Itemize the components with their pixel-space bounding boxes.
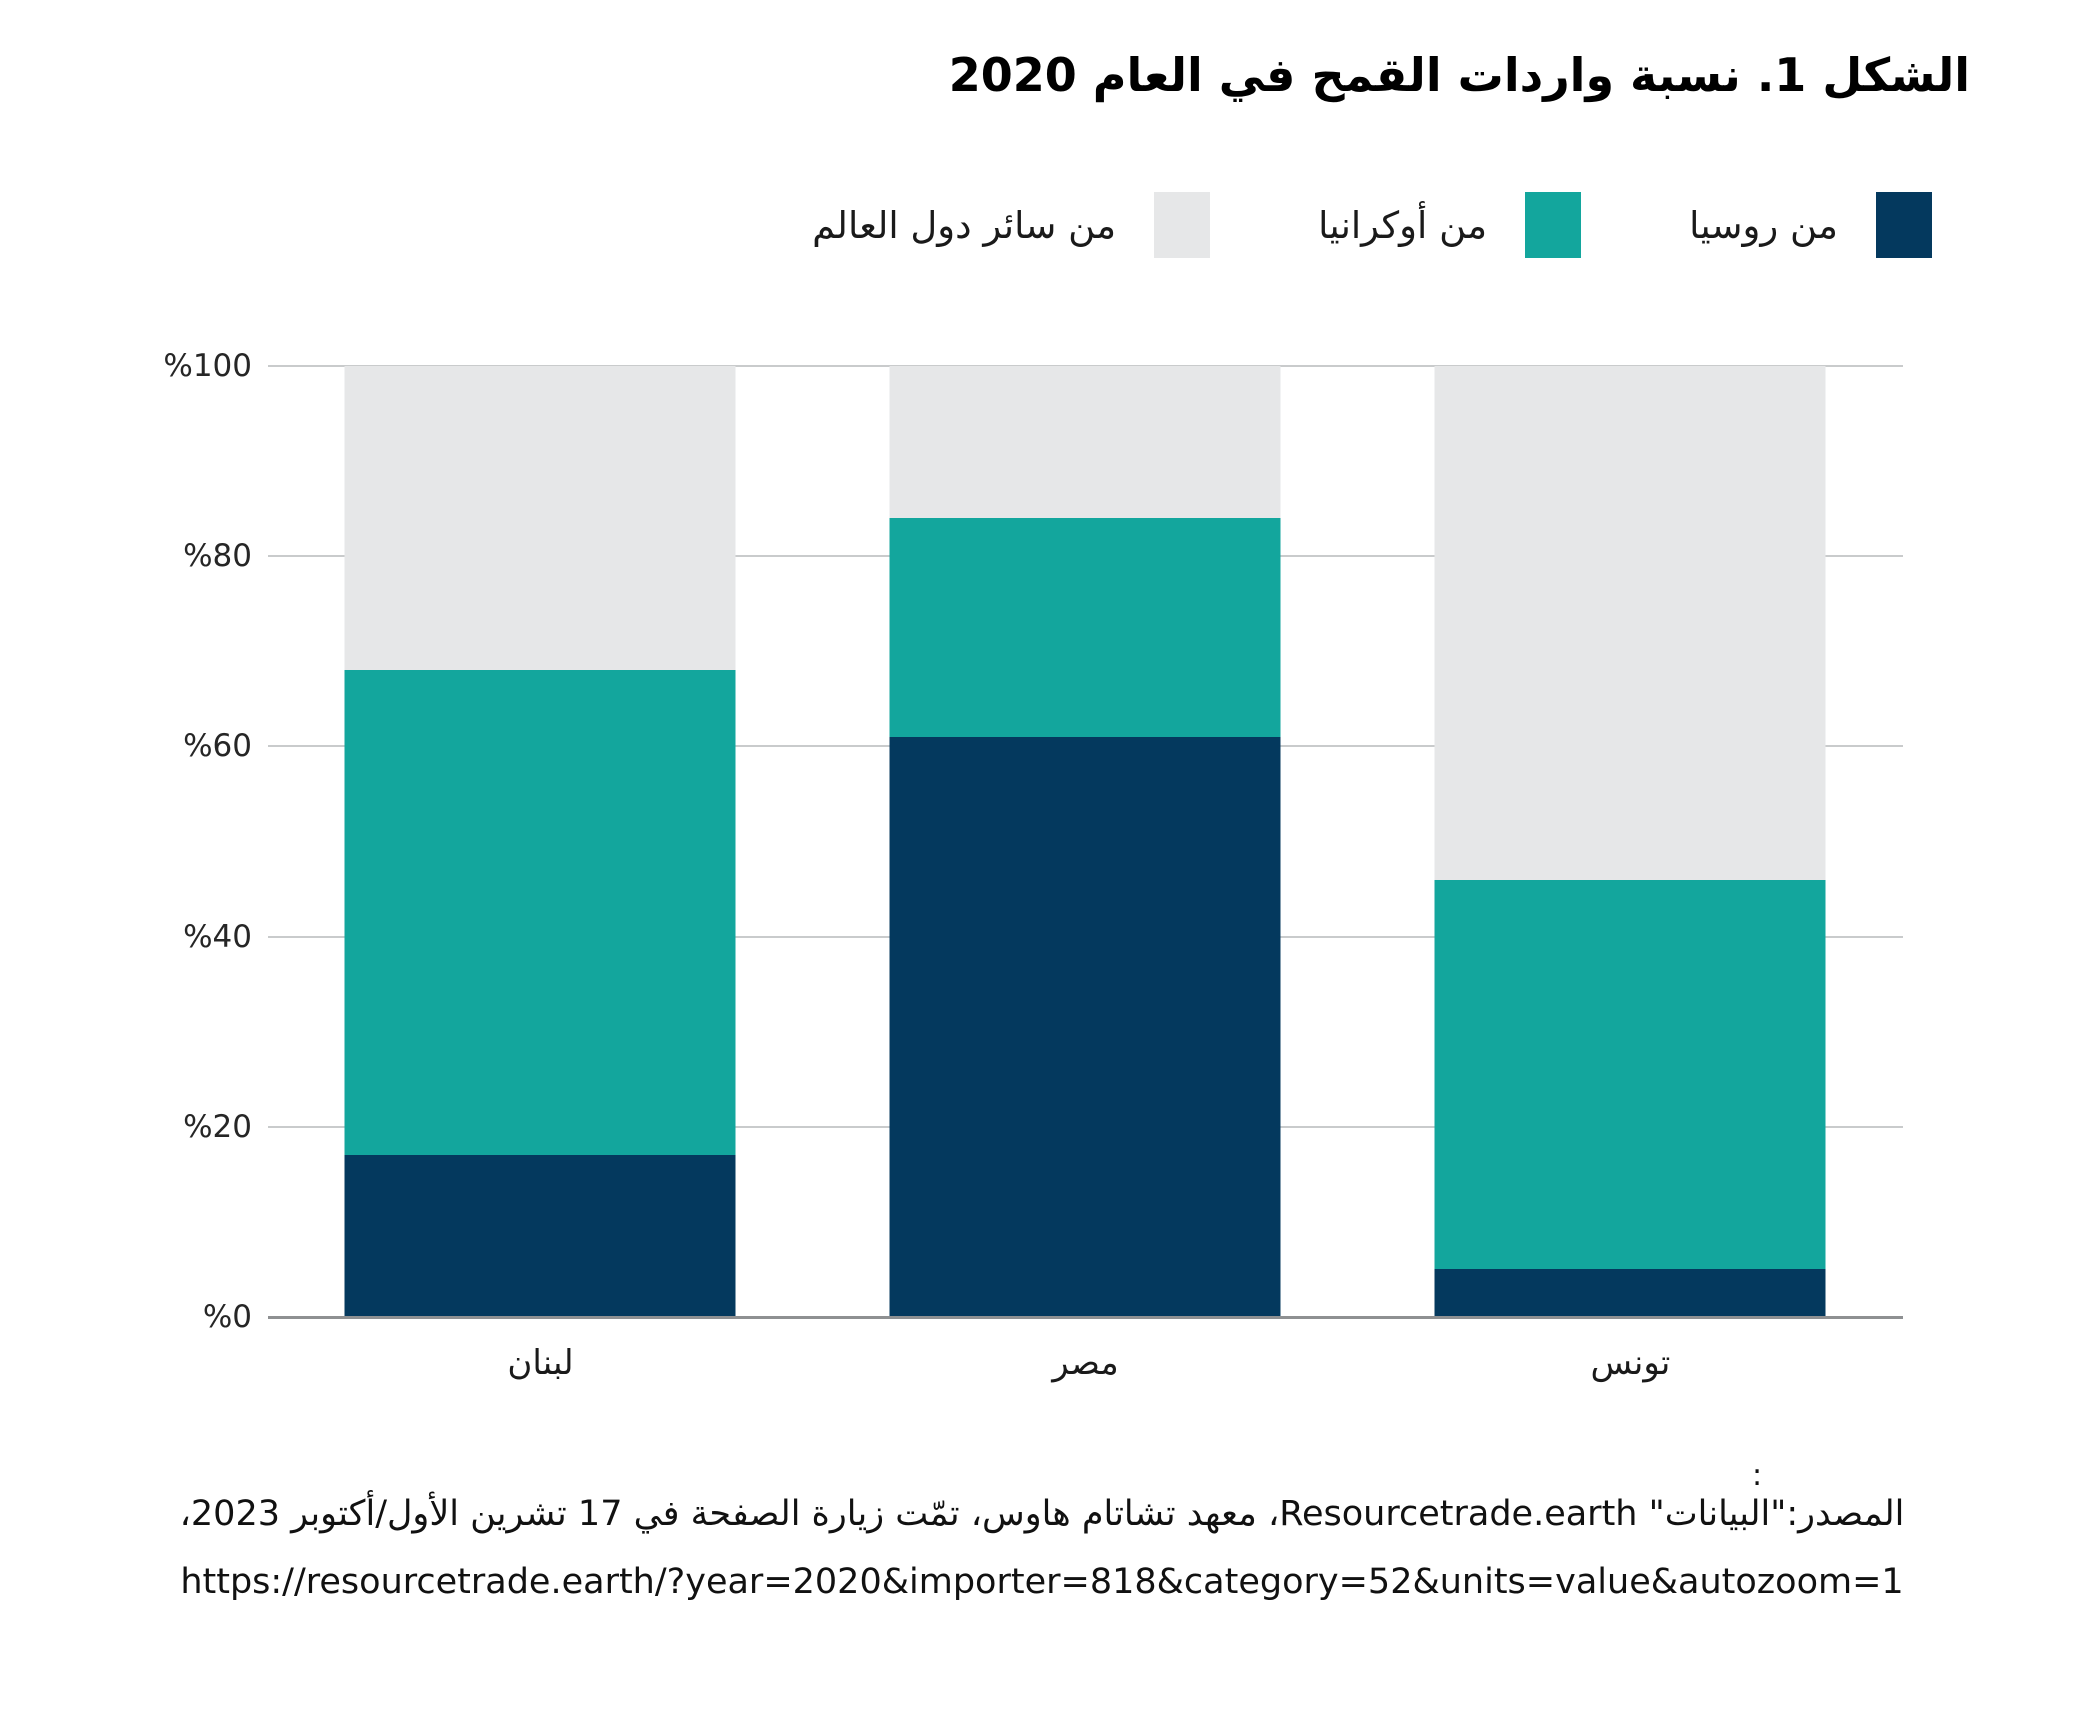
segment-lebanon-world (344, 366, 736, 671)
source-url: https://resourcetrade.earth/?year=2020&i… (180, 1562, 1904, 1602)
segment-lebanon-russia (344, 1155, 736, 1317)
legend-item-russia: من روسيا (1689, 192, 1932, 258)
stacked-bar-lebanon (344, 366, 736, 1317)
bar-slot-egypt: مصر (813, 366, 1358, 1383)
x-axis-line (268, 1316, 1903, 1319)
y-tick-label-80: %80 (183, 538, 252, 575)
segment-tunisia-world (1434, 366, 1826, 880)
figure-title: الشكل 1. نسبة واردات القمح في العام 2020 (948, 48, 1970, 102)
legend-swatch-world (1154, 192, 1211, 258)
bar-slot-lebanon: لبنان (268, 366, 813, 1383)
source-colon: : (1752, 1458, 1763, 1493)
legend-swatch-russia (1876, 192, 1932, 258)
source-text: المصدر:"البيانات" Resourcetrade.earth، م… (179, 1494, 1905, 1534)
plot-area: %0 %20 %40 %60 %80 %100 لبنان مصر تونس (163, 348, 1903, 1383)
x-axis-label-egypt: مصر (1052, 1343, 1119, 1383)
segment-egypt-russia (889, 736, 1281, 1317)
y-tick-label-60: %60 (183, 728, 252, 765)
legend-label-russia: من روسيا (1689, 203, 1838, 247)
segment-tunisia-russia (1434, 1269, 1826, 1317)
legend-swatch-ukraine (1525, 192, 1582, 258)
segment-egypt-ukraine (889, 518, 1281, 737)
gridline-100 (268, 365, 1903, 367)
y-tick-label-0: %0 (202, 1299, 252, 1335)
legend-item-world: من سائر دول العالم (812, 192, 1211, 258)
legend-label-world: من سائر دول العالم (812, 203, 1117, 247)
legend: من روسيا من أوكرانيا من سائر دول العالم (812, 192, 1932, 258)
y-tick-label-20: %20 (183, 1108, 252, 1145)
y-tick-label-100: %100 (163, 348, 252, 384)
legend-item-ukraine: من أوكرانيا (1318, 192, 1582, 258)
x-axis-label-tunisia: تونس (1590, 1343, 1671, 1383)
segment-egypt-world (889, 366, 1281, 519)
x-axis-label-lebanon: لبنان (507, 1343, 574, 1383)
segment-lebanon-ukraine (344, 670, 736, 1156)
legend-label-ukraine: من أوكرانيا (1318, 203, 1488, 247)
stacked-bar-egypt (889, 366, 1281, 1317)
y-tick-label-40: %40 (183, 918, 252, 955)
segment-tunisia-ukraine (1434, 879, 1826, 1270)
stacked-bar-tunisia (1434, 366, 1826, 1317)
bar-slot-tunisia: تونس (1358, 366, 1903, 1383)
